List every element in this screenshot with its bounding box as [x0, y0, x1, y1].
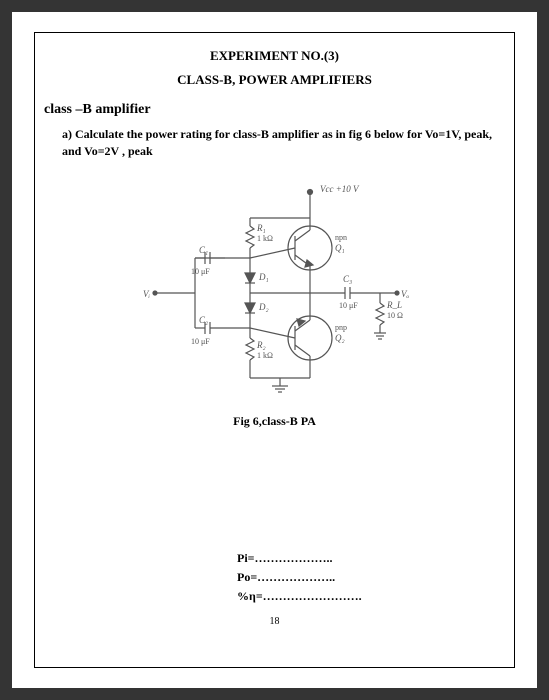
c3-name: C₃ — [343, 274, 352, 284]
section-heading: class –B amplifier — [44, 102, 497, 118]
c1-value: 10 μF — [191, 267, 210, 276]
d1-label: D₁ — [258, 272, 269, 282]
d2-label: D₂ — [258, 302, 269, 312]
question-text: a) Calculate the power rating for class-… — [62, 126, 497, 160]
vi-label: Vᵢ — [143, 289, 150, 299]
experiment-number: EXPERIMENT NO.(3) — [52, 48, 497, 64]
figure-caption: Fig 6,class-B PA — [52, 414, 497, 429]
c2-name: C₂ — [199, 315, 208, 325]
c3-value: 10 μF — [339, 301, 358, 310]
c1-name: C₁ — [199, 245, 208, 255]
vcc-label: Vcc +10 V — [320, 184, 360, 194]
c2-value: 10 μF — [191, 337, 210, 346]
q1-type: npn — [335, 233, 347, 242]
rl-name: R_L — [386, 300, 402, 310]
answer-pi: Pi=……………….. — [237, 549, 497, 568]
vo-label: Vₒ — [401, 289, 409, 299]
r2-value: 1 kΩ — [257, 351, 273, 360]
answer-block: Pi=……………….. Po=……………….. %η=……………………. — [237, 549, 497, 607]
q2-name: Q₂ — [335, 333, 345, 343]
r1-name: R₁ — [256, 223, 266, 233]
q1-name: Q₁ — [335, 243, 345, 253]
answer-eff: %η=……………………. — [237, 587, 497, 606]
circuit-svg: Vcc +10 V R₁ 1 kΩ Vᵢ — [135, 178, 415, 408]
page-number: 18 — [52, 616, 497, 627]
r2-name: R₂ — [256, 340, 266, 350]
r1-value: 1 kΩ — [257, 234, 273, 243]
rl-value: 10 Ω — [387, 311, 403, 320]
experiment-subtitle: CLASS-B, POWER AMPLIFIERS — [52, 72, 497, 88]
answer-po: Po=……………….. — [237, 568, 497, 587]
circuit-diagram: Vcc +10 V R₁ 1 kΩ Vᵢ — [52, 178, 497, 408]
page: EXPERIMENT NO.(3) CLASS-B, POWER AMPLIFI… — [12, 12, 537, 688]
q2-type: pnp — [335, 323, 347, 332]
content-area: EXPERIMENT NO.(3) CLASS-B, POWER AMPLIFI… — [42, 40, 507, 635]
